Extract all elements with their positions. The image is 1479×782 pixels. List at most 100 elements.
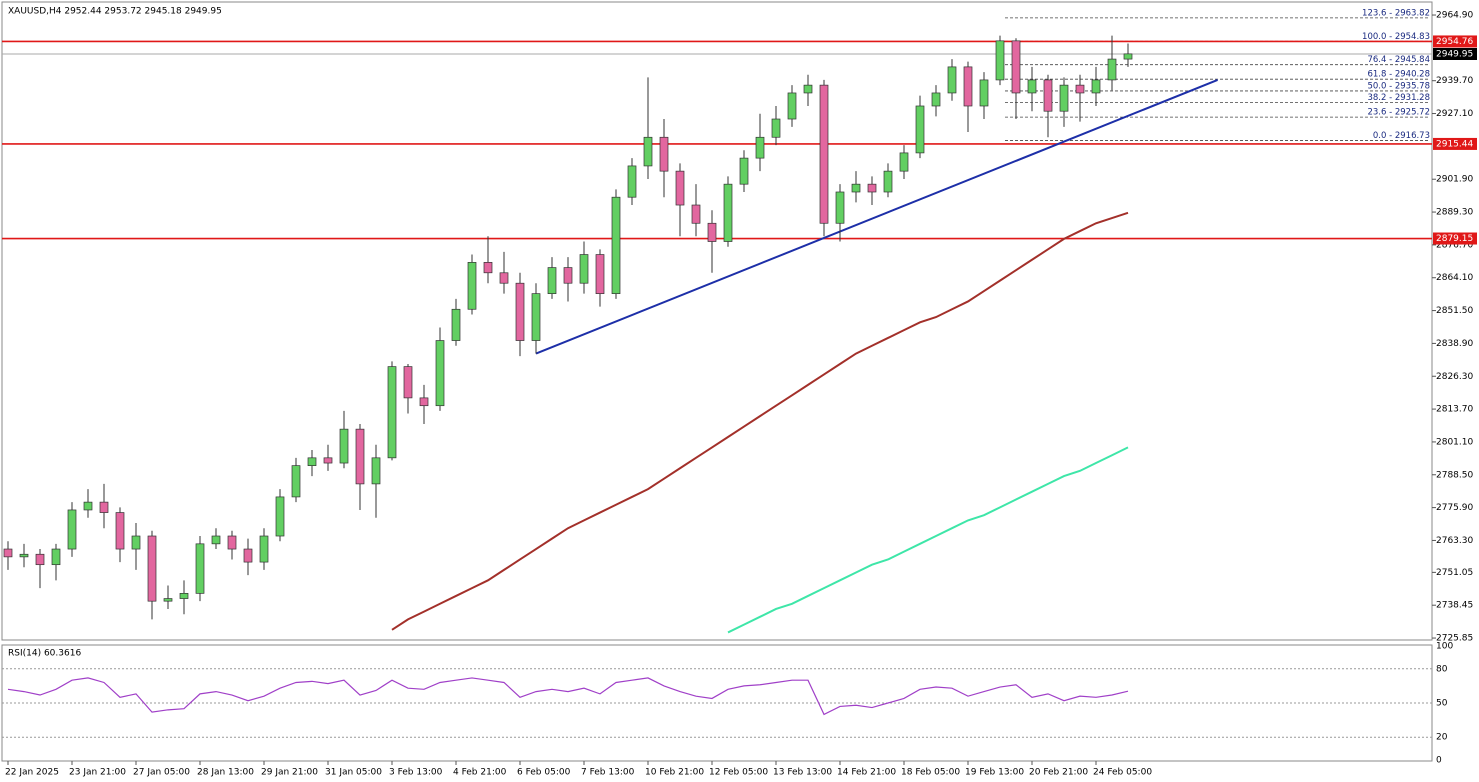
y-tick-label: 2813.70 [1436,405,1473,415]
candle-body [915,105,925,154]
candle-body [499,272,509,284]
candle-body [835,191,845,224]
candle-body [547,267,557,294]
level-box [1433,137,1477,150]
candle-body [131,535,141,550]
candle-body [723,183,733,242]
x-tick-label: 6 Feb 05:00 [517,768,571,778]
candle-body [323,457,333,464]
y-tick-label: 2838.90 [1436,339,1473,349]
candle-body [67,509,77,550]
candle-body [851,183,861,193]
rsi-tick-label: 100 [1436,642,1453,652]
rsi-tick-label: 50 [1436,699,1448,709]
candle-body [1059,84,1069,112]
candle-body [643,136,653,167]
candle-body [163,598,173,602]
x-tick-label: 24 Feb 05:00 [1093,768,1152,778]
candle-body [227,535,237,550]
candle-body [355,428,365,485]
candle-body [1123,53,1133,60]
y-tick-label: 2801.10 [1436,437,1473,447]
candle-body [339,428,349,464]
fib-label: 123.6 - 2963.82 [1362,8,1430,18]
y-tick-label: 2927.10 [1436,109,1473,119]
candle-body [771,118,781,138]
x-tick-label: 23 Jan 21:00 [69,768,126,778]
candle-body [963,66,973,107]
candle-body [691,204,701,224]
rsi-tick-label: 0 [1436,756,1442,766]
candle-body [899,152,909,172]
rsi-title: RSI(14) 60.3616 [8,649,81,659]
candle-body [883,170,893,193]
candle-body [787,92,797,120]
rsi-pane [1,644,1433,762]
candle-body [483,262,493,274]
x-tick-label: 19 Feb 13:00 [965,768,1024,778]
fib-label: 76.4 - 2945.84 [1367,55,1430,65]
candle-body [419,397,429,407]
candle-body [371,457,381,485]
candle-body [1011,40,1021,94]
current-price-label: 2949.95 [1436,49,1473,59]
y-tick-label: 2889.30 [1436,208,1473,218]
candle-body [307,457,317,466]
y-tick-label: 2851.50 [1436,306,1473,316]
candle-body [387,366,397,459]
x-tick-label: 4 Feb 21:00 [453,768,507,778]
y-tick-label: 2738.45 [1436,601,1473,611]
candle-body [35,553,45,566]
candle-body [515,282,525,341]
y-tick-label: 2939.70 [1436,76,1473,86]
candle-body [803,84,813,94]
y-tick-label: 2826.30 [1436,372,1473,382]
candle-body [451,308,461,341]
candle-body [1075,84,1085,94]
candle-body [211,535,221,545]
candle-body [531,293,541,341]
fib-label: 61.8 - 2940.28 [1367,70,1430,80]
candle-body [1107,58,1117,81]
y-tick-label: 2725.85 [1436,634,1473,644]
x-tick-label: 10 Feb 21:00 [645,768,704,778]
candle-body [755,136,765,159]
y-tick-label: 2763.30 [1436,536,1473,546]
candle-body [707,222,717,242]
x-tick-label: 7 Feb 13:00 [581,768,635,778]
candle-body [99,501,109,513]
moving-average [391,211,1129,631]
level-box [1433,35,1477,48]
candle-body [291,465,301,498]
x-tick-label: 28 Jan 13:00 [197,768,254,778]
candle-body [1027,79,1037,94]
fib-label: 23.6 - 2925.72 [1367,108,1430,118]
trendline [535,78,1218,355]
candle-body [403,366,413,399]
candle-body [867,183,877,193]
candle-body [19,553,29,558]
x-tick-label: 18 Feb 05:00 [901,768,960,778]
candle-body [1091,79,1101,94]
level-label: 2915.44 [1436,139,1473,149]
x-tick-label: 13 Feb 13:00 [773,768,832,778]
candle-body [579,254,589,284]
price-pane [1,1,1433,641]
candle-body [611,196,621,294]
x-tick-label: 3 Feb 13:00 [389,768,443,778]
y-tick-label: 2788.50 [1436,470,1473,480]
y-tick-label: 2775.90 [1436,503,1473,513]
candle-body [259,535,269,563]
y-tick-label: 2876.70 [1436,240,1473,250]
candle-body [51,548,61,566]
candle-body [147,535,157,602]
rsi-tick-label: 80 [1436,664,1448,674]
x-tick-label: 20 Feb 21:00 [1029,768,1088,778]
candle-body [979,79,989,107]
level-box [1433,232,1477,245]
moving-average [727,446,1129,634]
rsi-line [7,677,1129,716]
candle-body [83,501,93,511]
level-label: 2954.76 [1436,37,1473,47]
